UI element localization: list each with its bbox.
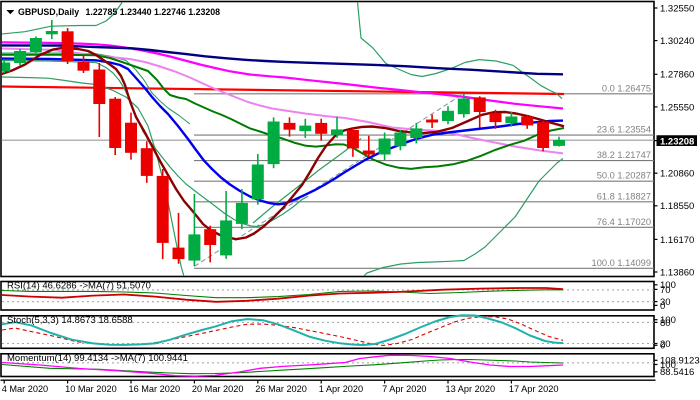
- svg-text:1.22785 1.23440 1.22746 1.2320: 1.22785 1.23440 1.22746 1.23208: [86, 7, 221, 17]
- svg-text:30: 30: [660, 297, 671, 308]
- svg-text:108.9123: 108.9123: [660, 356, 700, 367]
- svg-text:100: 100: [660, 280, 676, 291]
- svg-text:100.0 1.14099: 100.0 1.14099: [592, 258, 651, 268]
- svg-text:1.27860: 1.27860: [660, 70, 694, 81]
- svg-text:1.18550: 1.18550: [660, 201, 694, 212]
- svg-text:61.8 1.18827: 61.8 1.18827: [597, 191, 651, 201]
- svg-text:38.2 1.21747: 38.2 1.21747: [597, 150, 651, 160]
- svg-text:Stoch(5,3,3) 14.8673 18.6588: Stoch(5,3,3) 14.8673 18.6588: [7, 315, 133, 326]
- svg-text:26 Mar 2020: 26 Mar 2020: [255, 384, 307, 394]
- svg-text:1 Apr 2020: 1 Apr 2020: [319, 384, 363, 394]
- svg-text:70: 70: [660, 285, 671, 296]
- svg-text:RSI(14) 46.6286 ->MA(7) 51.50: RSI(14) 46.6286 ->MA(7) 51.5070: [7, 281, 151, 292]
- svg-text:100: 100: [660, 360, 676, 371]
- svg-text:10 Mar 2020: 10 Mar 2020: [65, 384, 117, 394]
- svg-text:GBPUSD,Daily: GBPUSD,Daily: [18, 7, 79, 17]
- svg-text:13 Apr 2020: 13 Apr 2020: [446, 384, 496, 394]
- svg-text:88.5416: 88.5416: [660, 367, 694, 378]
- svg-text:50.0 1.20287: 50.0 1.20287: [597, 171, 651, 181]
- svg-text:100: 100: [660, 315, 676, 326]
- svg-text:1.20860: 1.20860: [660, 169, 694, 180]
- svg-text:20: 20: [660, 339, 671, 350]
- svg-text:7 Apr 2020: 7 Apr 2020: [382, 384, 426, 394]
- svg-text:23.6 1.23554: 23.6 1.23554: [597, 125, 651, 135]
- svg-text:1.32550: 1.32550: [660, 3, 694, 14]
- svg-text:80: 80: [660, 318, 671, 329]
- svg-text:1.30240: 1.30240: [660, 36, 694, 47]
- svg-text:20 Mar 2020: 20 Mar 2020: [192, 384, 244, 394]
- svg-text:Momentum(14) 99.4134 ->MA(7): Momentum(14) 99.4134 ->MA(7) 100.9441: [7, 353, 188, 364]
- svg-text:0: 0: [660, 301, 665, 312]
- svg-text:0.0 1.26475: 0.0 1.26475: [602, 83, 651, 93]
- svg-text:1.23208: 1.23208: [660, 136, 694, 147]
- svg-text:16 Mar 2020: 16 Mar 2020: [129, 384, 181, 394]
- svg-text:1.16170: 1.16170: [660, 235, 694, 246]
- svg-text:76.4 1.17020: 76.4 1.17020: [597, 217, 651, 227]
- svg-text:1.25550: 1.25550: [660, 102, 694, 113]
- svg-text:4 Mar 2020: 4 Mar 2020: [2, 384, 48, 394]
- svg-text:0: 0: [660, 341, 665, 352]
- svg-text:1.13860: 1.13860: [660, 267, 694, 278]
- svg-text:17 Apr 2020: 17 Apr 2020: [509, 384, 559, 394]
